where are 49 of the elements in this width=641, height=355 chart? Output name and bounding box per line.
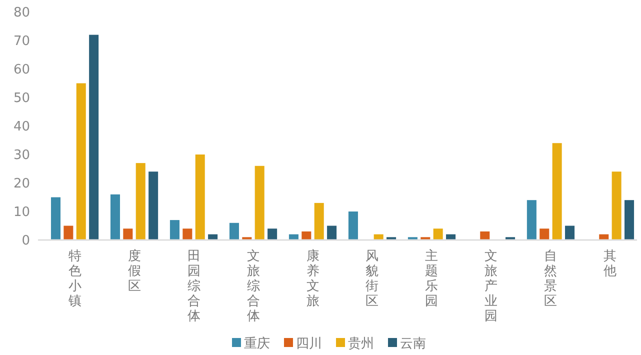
bar [89, 34, 99, 240]
bar [136, 163, 146, 240]
bar [314, 202, 324, 240]
bar [348, 212, 358, 240]
y-tick-label: 0 [22, 234, 30, 249]
bar [552, 143, 562, 240]
y-tick-label: 60 [13, 62, 30, 78]
bar [327, 226, 337, 240]
y-tick-label: 10 [13, 205, 30, 220]
bar [526, 200, 536, 240]
legend-label: 贵州 [348, 336, 374, 352]
legend-label: 四川 [296, 336, 322, 352]
bar [624, 200, 634, 240]
legend-label: 重庆 [244, 336, 270, 352]
bar [229, 222, 239, 240]
x-tick-label: 自然景区 [544, 249, 558, 309]
x-tick-label: 主题乐园 [425, 248, 438, 309]
x-tick-label: 度假区 [128, 248, 141, 294]
x-tick-label: 田园综合体 [187, 249, 200, 324]
bar [254, 166, 264, 240]
y-tick-label: 70 [13, 34, 30, 50]
bar [123, 228, 133, 240]
y-tick-label: 50 [13, 91, 30, 106]
y-tick-label: 40 [13, 120, 30, 135]
x-tick-label: 文旅产业园 [484, 249, 498, 324]
bar [148, 172, 158, 240]
bar [76, 83, 86, 240]
x-tick-label: 风貌街区 [366, 249, 379, 309]
y-tick-label: 80 [13, 6, 30, 21]
x-tick-label: 其他 [604, 249, 617, 279]
y-tick-label: 30 [13, 148, 30, 164]
x-tick-label: 特色小镇 [67, 249, 82, 309]
bar [612, 172, 622, 240]
y-tick-label: 20 [13, 176, 30, 192]
legend-label: 云南 [400, 336, 426, 352]
bar [182, 228, 192, 240]
x-tick-label: 文旅综合体 [246, 249, 260, 324]
bar [50, 197, 60, 240]
bar [480, 231, 490, 240]
bar [302, 231, 312, 240]
bar [540, 228, 550, 240]
bar [110, 194, 120, 240]
bar [433, 228, 443, 240]
bar [565, 226, 575, 240]
bar [170, 220, 180, 240]
x-tick-label: 康养文旅 [306, 249, 320, 309]
bar [195, 154, 205, 240]
bar [268, 228, 278, 240]
bar [64, 226, 74, 240]
